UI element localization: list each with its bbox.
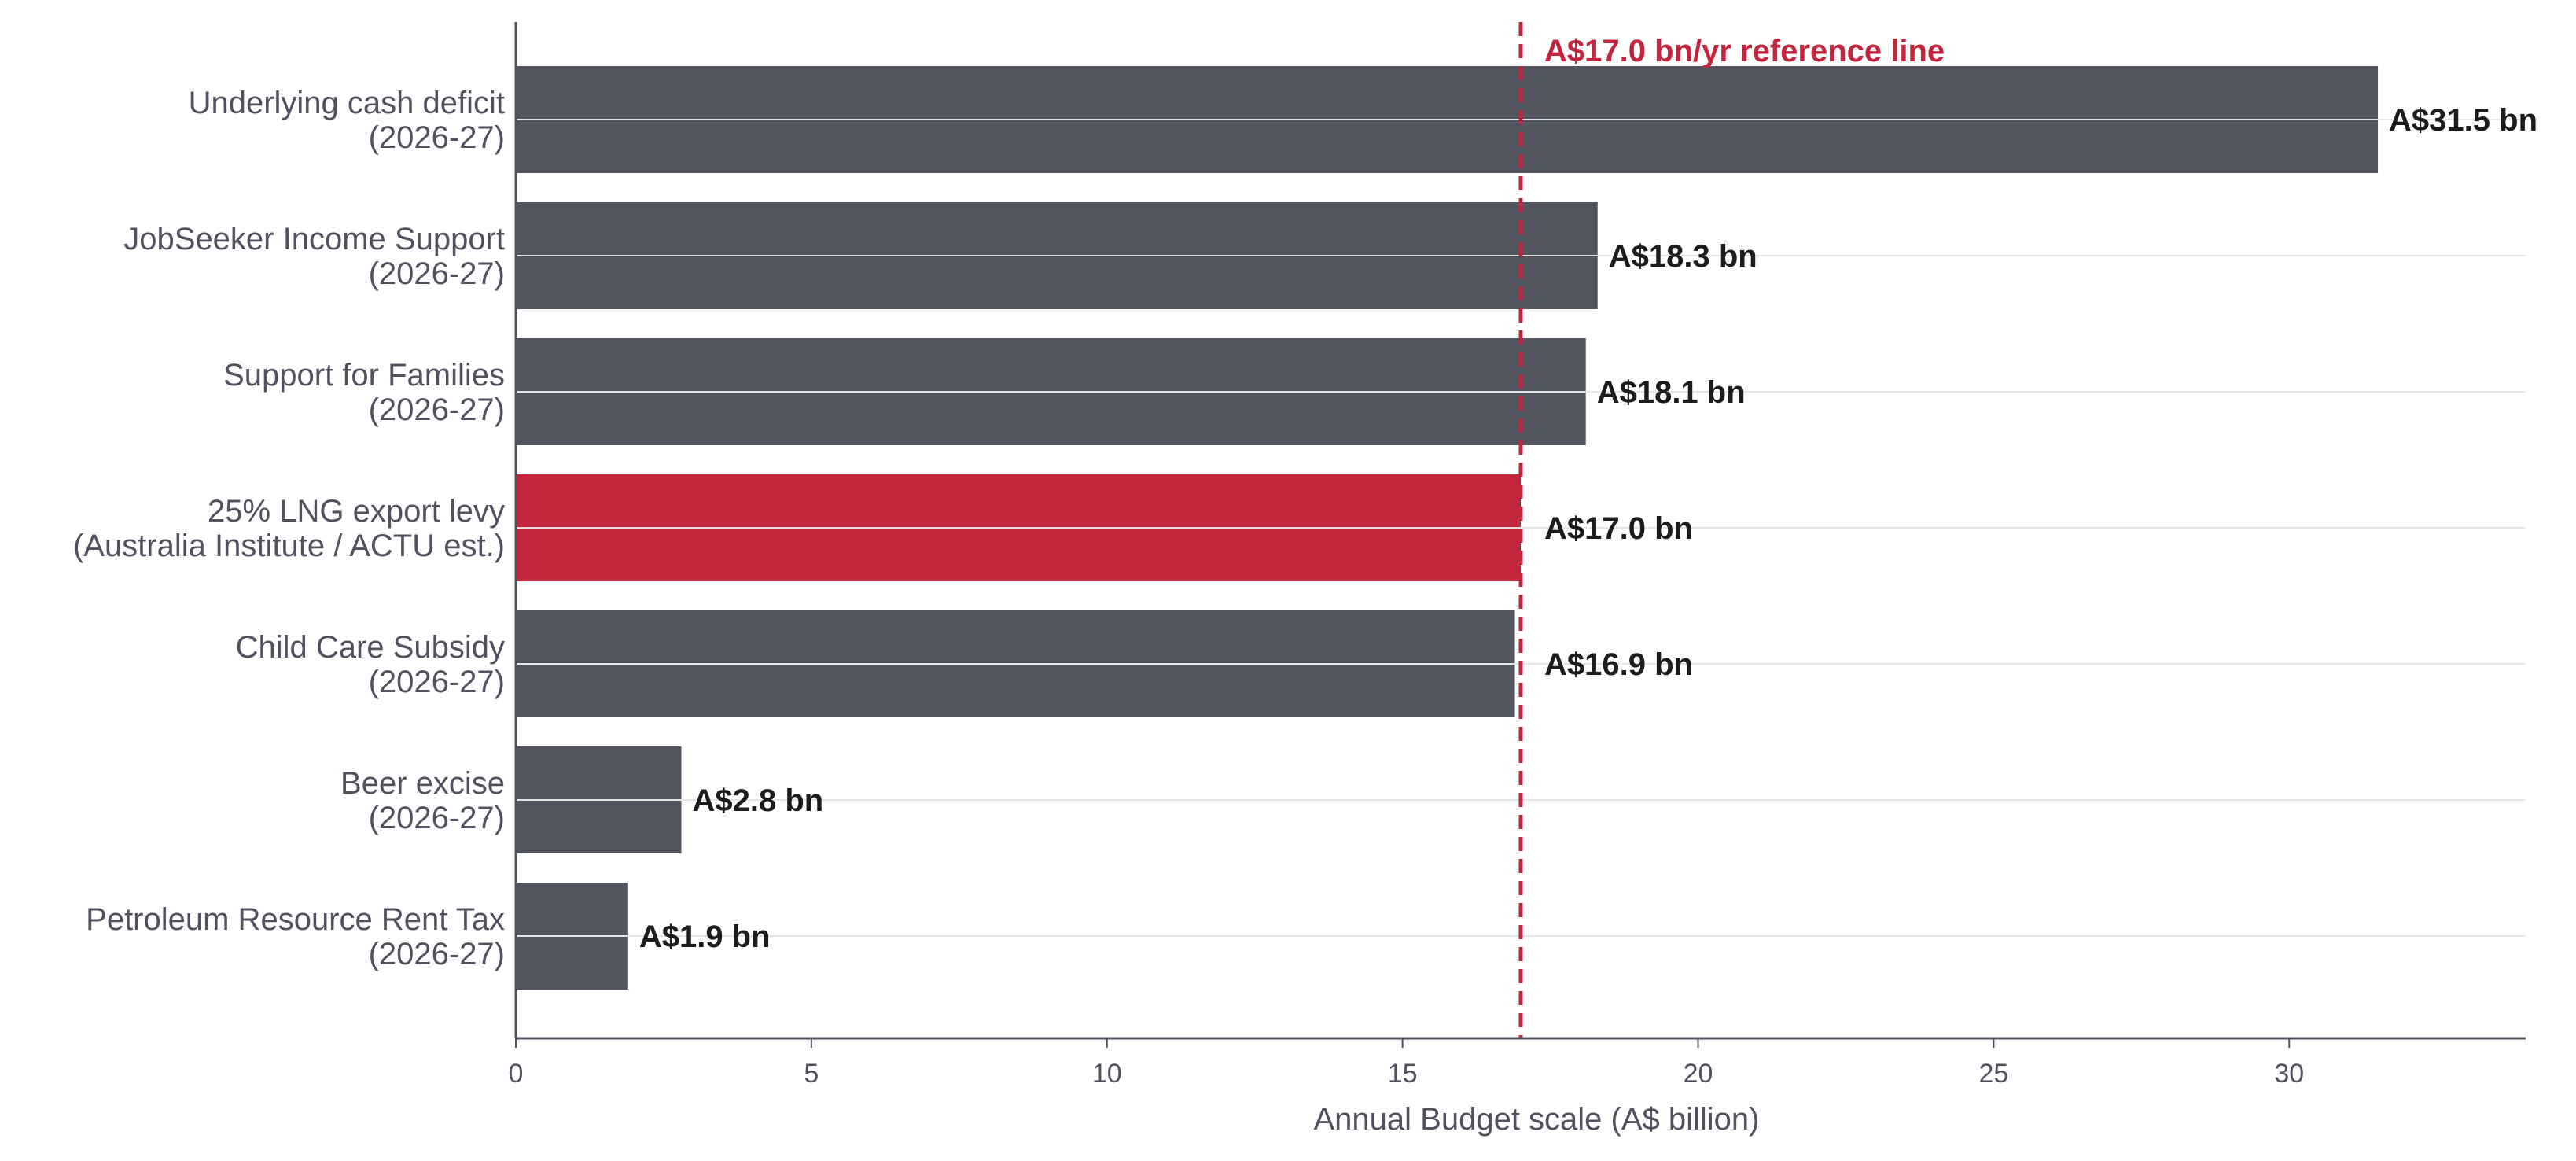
- reference-line-label: A$17.0 bn/yr reference line: [1544, 34, 1945, 68]
- category-label-line: Support for Families: [223, 358, 505, 393]
- category-label-line: (2026-27): [369, 801, 505, 835]
- x-tick-label: 30: [2274, 1059, 2304, 1089]
- category-label: Child Care Subsidy (2026-27): [236, 630, 505, 699]
- category-label-line: 25% LNG export levy: [208, 494, 505, 529]
- category-label-line: (2026-27): [369, 256, 505, 291]
- category-label: JobSeeker Income Support (2026-27): [123, 222, 505, 291]
- value-label: A$31.5 bn: [2389, 103, 2537, 138]
- x-tick-label: 15: [1388, 1059, 1418, 1089]
- x-tick-label: 20: [1684, 1059, 1713, 1089]
- x-tick-label: 10: [1092, 1059, 1122, 1089]
- value-label: A$17.0 bn: [1544, 511, 1693, 546]
- category-label-line: (2026-27): [369, 937, 505, 971]
- x-tick-label: 25: [1978, 1059, 2008, 1089]
- category-label-line: (2026-27): [369, 393, 505, 427]
- category-label-line: (2026-27): [369, 120, 505, 155]
- axes: 0 5 10 15 20 25 30: [509, 22, 2526, 1089]
- x-tick-label: 5: [804, 1059, 819, 1089]
- value-label: A$2.8 bn: [692, 783, 823, 818]
- value-label: A$16.9 bn: [1544, 647, 1693, 682]
- category-label: Support for Families (2026-27): [223, 358, 505, 427]
- category-label: Petroleum Resource Rent Tax (2026-27): [86, 902, 505, 971]
- value-label: A$18.1 bn: [1597, 375, 1746, 410]
- category-label: Beer excise (2026-27): [340, 766, 505, 835]
- value-label: A$1.9 bn: [639, 920, 771, 954]
- category-label: 25% LNG export levy (Australia Institute …: [73, 494, 505, 563]
- category-label-line: (2026-27): [369, 665, 505, 699]
- reference-line-group: A$17.0 bn/yr reference line: [1518, 22, 1945, 1038]
- category-label: Underlying cash deficit (2026-27): [189, 86, 505, 155]
- category-label-line: Beer excise: [340, 766, 505, 801]
- x-tick-label: 0: [509, 1059, 524, 1089]
- category-label-line: Petroleum Resource Rent Tax: [86, 902, 505, 937]
- labels: Underlying cash deficit (2026-27) A$31.5 b…: [73, 86, 2537, 971]
- category-label-line: JobSeeker Income Support: [123, 222, 505, 256]
- category-label-line: Child Care Subsidy: [236, 630, 505, 665]
- bars: [516, 66, 2379, 990]
- value-label: A$18.3 bn: [1609, 239, 1757, 274]
- x-axis-title: Annual Budget scale (A$ billion): [1313, 1102, 1759, 1137]
- category-label-line: (Australia Institute / ACTU est.): [73, 529, 505, 563]
- category-label-line: Underlying cash deficit: [189, 86, 505, 120]
